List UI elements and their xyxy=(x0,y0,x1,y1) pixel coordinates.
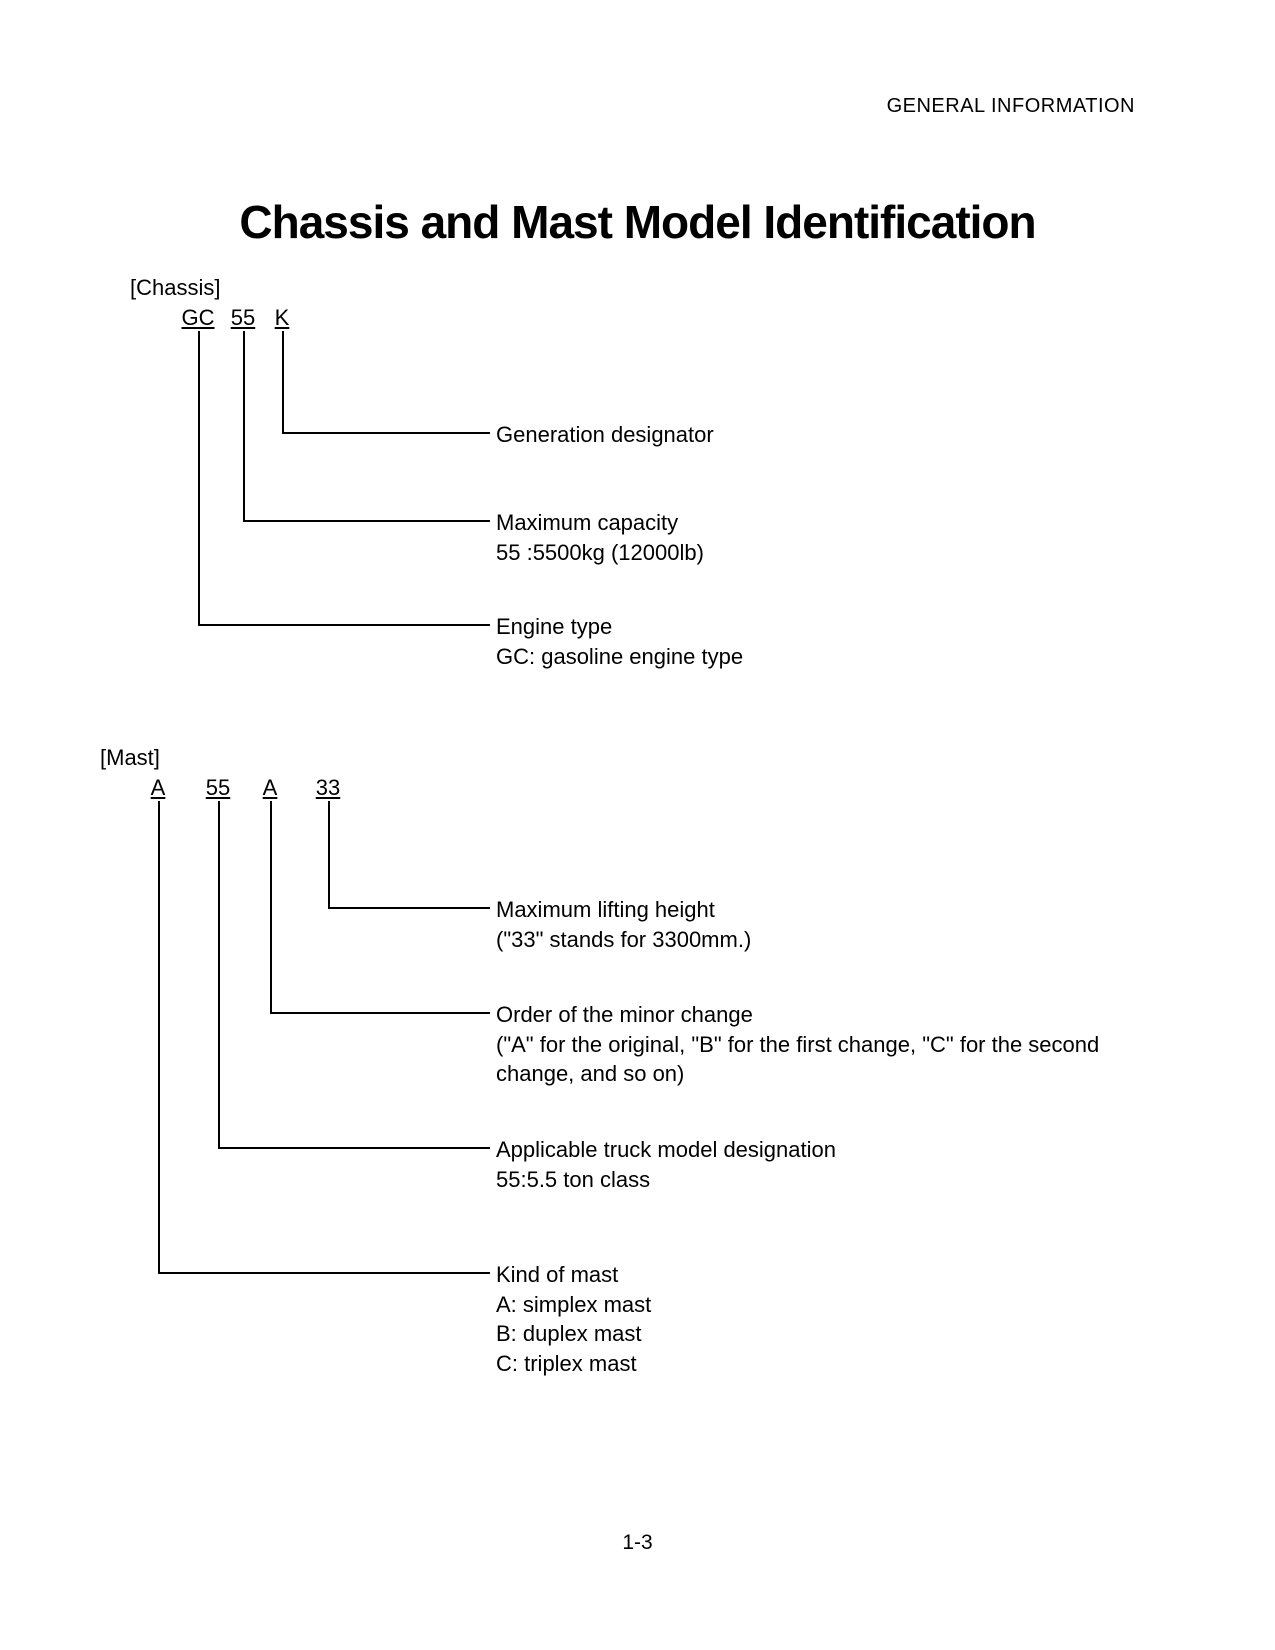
bracket-vline xyxy=(270,801,272,1012)
description-line: GC: gasoline engine type xyxy=(496,642,1136,672)
code-segment: 55 xyxy=(202,775,234,801)
description-line: Applicable truck model designation xyxy=(496,1135,1136,1165)
code-segment: 55 xyxy=(227,305,259,331)
bracket-vline xyxy=(158,801,160,1272)
bracket-hline xyxy=(282,432,490,434)
bracket-vline xyxy=(218,801,220,1147)
section-label: [Mast] xyxy=(100,745,160,771)
bracket-vline xyxy=(282,331,284,432)
description: Generation designator xyxy=(496,420,1136,450)
bracket-hline xyxy=(198,624,490,626)
page-header: GENERAL INFORMATION xyxy=(887,95,1135,118)
bracket-hline xyxy=(158,1272,490,1274)
description-line: Kind of mast xyxy=(496,1260,1136,1290)
description: Maximum lifting height("33" stands for 3… xyxy=(496,895,1136,954)
description-line: ("A" for the original, "B" for the first… xyxy=(496,1030,1136,1089)
description: Kind of mastA: simplex mastB: duplex mas… xyxy=(496,1260,1136,1379)
description-line: Maximum capacity xyxy=(496,508,1136,538)
code-segment: K xyxy=(272,305,292,331)
description-line: Order of the minor change xyxy=(496,1000,1136,1030)
description: Order of the minor change("A" for the or… xyxy=(496,1000,1136,1089)
description-line: ("33" stands for 3300mm.) xyxy=(496,925,1136,955)
code-segment: A xyxy=(148,775,168,801)
bracket-hline xyxy=(270,1012,490,1014)
bracket-vline xyxy=(328,801,330,907)
code-segment: 33 xyxy=(312,775,344,801)
description-line: A: simplex mast xyxy=(496,1290,1136,1320)
bracket-vline xyxy=(198,331,200,624)
page-number: 1-3 xyxy=(0,1531,1275,1555)
description-line: Generation designator xyxy=(496,420,1136,450)
code-segment: A xyxy=(260,775,280,801)
code-segment: GC xyxy=(178,305,218,331)
description-line: 55 :5500kg (12000lb) xyxy=(496,538,1136,568)
description: Engine typeGC: gasoline engine type xyxy=(496,612,1136,671)
bracket-hline xyxy=(328,907,490,909)
bracket-vline xyxy=(243,331,245,520)
section-label: [Chassis] xyxy=(130,275,220,301)
description-line: B: duplex mast xyxy=(496,1319,1136,1349)
description-line: Engine type xyxy=(496,612,1136,642)
bracket-hline xyxy=(243,520,490,522)
description-line: Maximum lifting height xyxy=(496,895,1136,925)
bracket-hline xyxy=(218,1147,490,1149)
page-title: Chassis and Mast Model Identification xyxy=(0,195,1275,249)
description-line: 55:5.5 ton class xyxy=(496,1165,1136,1195)
description-line: C: triplex mast xyxy=(496,1349,1136,1379)
description: Maximum capacity55 :5500kg (12000lb) xyxy=(496,508,1136,567)
description: Applicable truck model designation55:5.5… xyxy=(496,1135,1136,1194)
